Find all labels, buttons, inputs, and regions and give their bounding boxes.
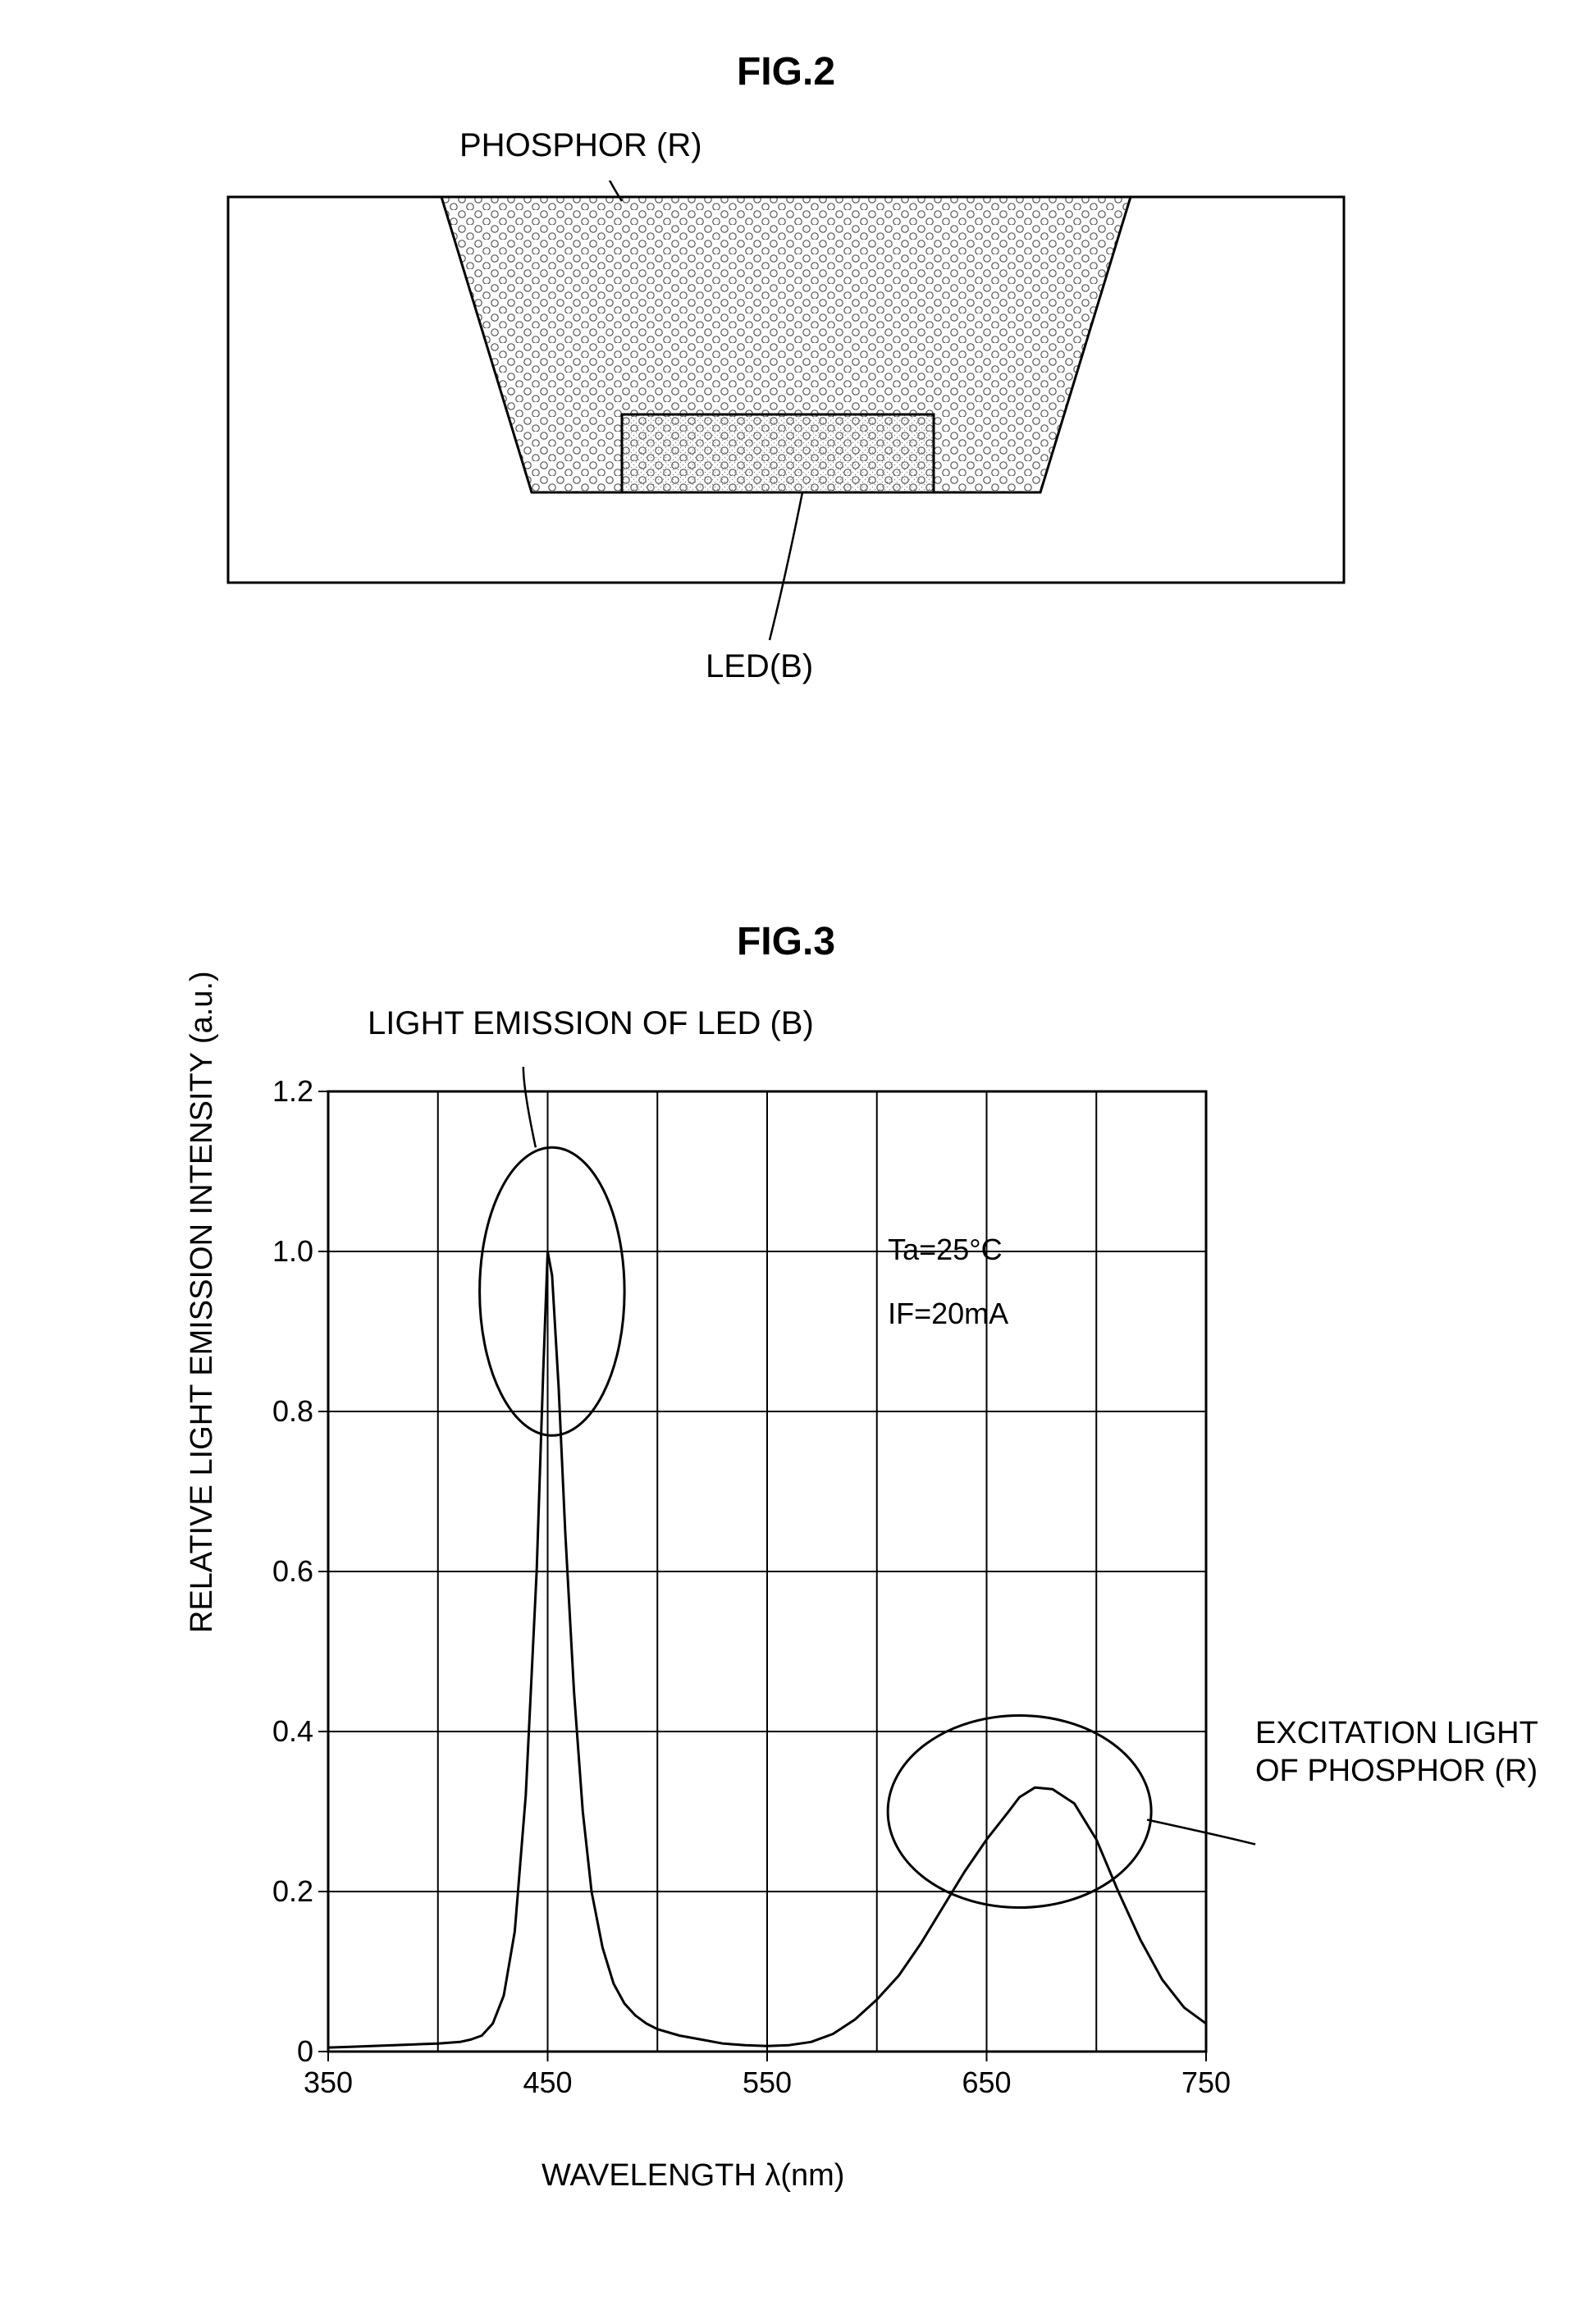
svg-text:350: 350 (304, 2066, 353, 2099)
fig2-phosphor-label: PHOSPHOR (R) (459, 127, 702, 164)
fig3-xlabel: WAVELENGTH λ(nm) (542, 2158, 844, 2194)
fig2-title: FIG.2 (0, 49, 1572, 94)
svg-text:0.2: 0.2 (272, 1874, 313, 1908)
fig3-title: FIG.3 (0, 919, 1572, 964)
svg-text:IF=20mA: IF=20mA (888, 1297, 1008, 1330)
svg-text:Ta=25°C: Ta=25°C (888, 1233, 1002, 1266)
svg-text:450: 450 (523, 2066, 572, 2099)
svg-text:1.0: 1.0 (272, 1234, 313, 1268)
fig3-ylabel: RELATIVE LIGHT EMISSION INTENSITY (a.u.) (185, 971, 220, 1633)
fig3-chart: 350 450 550 650 750 0 0.2 0.4 0.6 0.8 1.0 1.2 Ta=25°… (238, 1059, 1264, 2125)
fig2-led-label: LED(B) (706, 648, 813, 685)
fig3-phosphor-annotation-l2: OF PHOSPHOR (R) (1255, 1754, 1538, 1788)
fig3-led-annotation: LIGHT EMISSION OF LED (B) (368, 1005, 814, 1042)
svg-text:1.2: 1.2 (272, 1074, 313, 1108)
svg-text:0: 0 (297, 2034, 313, 2068)
svg-text:0.8: 0.8 (272, 1394, 313, 1428)
fig3-phosphor-annotation: EXCITATION LIGHT OF PHOSPHOR (R) (1255, 1715, 1538, 1790)
svg-text:0.4: 0.4 (272, 1714, 313, 1748)
svg-text:0.6: 0.6 (272, 1554, 313, 1588)
fig2-diagram (212, 181, 1360, 714)
svg-text:550: 550 (743, 2066, 792, 2099)
fig3-phosphor-annotation-l1: EXCITATION LIGHT (1255, 1716, 1538, 1750)
svg-text:650: 650 (962, 2066, 1011, 2099)
svg-text:750: 750 (1181, 2066, 1231, 2099)
